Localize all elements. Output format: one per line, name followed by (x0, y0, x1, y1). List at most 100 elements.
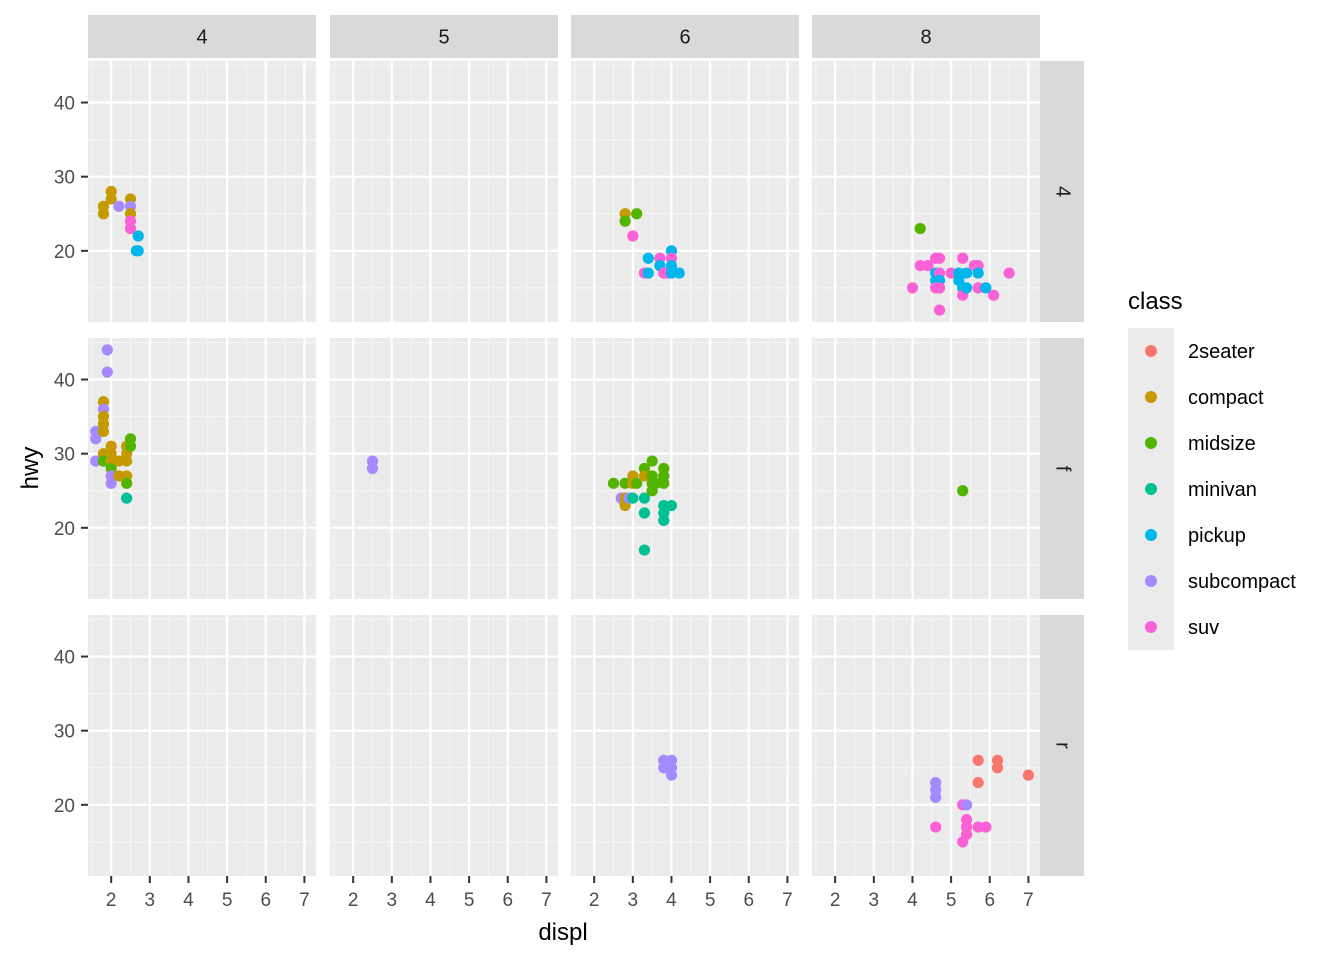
x-tick-label: 5 (946, 890, 957, 911)
data-point (113, 200, 125, 212)
data-point (121, 477, 133, 489)
points-4-6 (619, 208, 685, 279)
legend-key (1145, 529, 1157, 541)
data-point (101, 344, 113, 356)
data-point (665, 499, 678, 512)
panel-background (330, 615, 558, 876)
data-point (933, 304, 946, 316)
legend-key (1145, 621, 1157, 633)
strip-background (1040, 615, 1084, 876)
x-tick-label: 6 (743, 890, 754, 911)
data-point (646, 455, 658, 467)
panels (88, 61, 1040, 876)
data-point (960, 799, 973, 811)
data-point (101, 366, 113, 378)
legend-key (1145, 575, 1157, 587)
data-point (972, 267, 984, 279)
data-point (991, 762, 1004, 774)
data-point (619, 477, 631, 489)
data-point (972, 821, 984, 833)
data-point (957, 836, 969, 848)
x-tick-label: 7 (299, 890, 310, 911)
data-point (930, 282, 942, 294)
data-point (972, 776, 984, 789)
y-tick-label: 30 (54, 445, 75, 466)
y-tick-label: 40 (54, 648, 75, 669)
data-point (97, 208, 110, 220)
data-point (631, 477, 643, 489)
data-point (642, 267, 654, 279)
points-f-6 (607, 455, 678, 556)
data-point (980, 821, 992, 833)
data-point (124, 440, 137, 452)
row-strip: f (1040, 338, 1084, 599)
data-point (631, 208, 643, 220)
panel-r-6 (571, 615, 799, 876)
data-point (922, 260, 934, 272)
row-strips: 4 f r (1040, 61, 1084, 876)
data-point (97, 425, 110, 438)
data-point (132, 230, 144, 242)
y-tick-label: 30 (54, 722, 75, 743)
column-strip: 4 (88, 15, 316, 58)
y-axis-title: hwy (17, 447, 44, 490)
panel-f-4 (88, 338, 316, 599)
legend-item-midsize: midsize (1145, 433, 1256, 455)
y-tick-label: 40 (54, 371, 75, 392)
data-point (627, 230, 639, 242)
data-point (658, 477, 670, 489)
column-strip-label: 4 (196, 27, 207, 49)
panel-4-4 (88, 61, 316, 322)
data-point (930, 821, 942, 833)
x-tick-label: 5 (705, 890, 716, 911)
data-point (113, 470, 125, 482)
legend-item-compact: compact (1145, 387, 1264, 409)
x-tick-label: 2 (830, 890, 841, 911)
points-f-5 (366, 455, 379, 475)
column-strip-label: 5 (438, 27, 449, 49)
data-point (914, 260, 926, 272)
column-strip: 6 (571, 15, 799, 58)
panel-background (812, 615, 1040, 876)
data-point (113, 455, 125, 467)
data-point (665, 267, 678, 279)
strip-background (812, 15, 1040, 58)
legend: class 2seater compact midsize minivan pickup… (1128, 288, 1296, 650)
y-tick-label: 20 (54, 242, 75, 263)
x-tick-label: 6 (502, 890, 513, 911)
data-point (105, 477, 117, 489)
data-point (658, 754, 670, 766)
x-tick-label: 7 (541, 890, 552, 911)
legend-label: midsize (1188, 433, 1256, 455)
data-point (957, 485, 969, 497)
x-tick-label: 2 (106, 890, 117, 911)
data-point (90, 455, 102, 467)
legend-label: minivan (1188, 479, 1257, 501)
data-point (366, 462, 379, 475)
panel-f-8 (812, 338, 1040, 599)
data-point (90, 433, 102, 445)
legend-label: compact (1188, 387, 1264, 409)
data-point (638, 544, 651, 556)
x-tick-label: 2 (589, 890, 600, 911)
x-tick-label: 4 (425, 890, 436, 911)
panel-4-6 (571, 61, 799, 322)
legend-label: subcompact (1188, 571, 1296, 593)
y-axis: 20 30 40 20 30 40 20 30 40 (54, 94, 88, 817)
data-point (121, 492, 133, 504)
data-point (121, 455, 133, 467)
data-point (658, 514, 670, 527)
x-tick-label: 3 (387, 890, 398, 911)
x-tick-label: 5 (464, 890, 475, 911)
data-point (619, 215, 631, 227)
x-tick-label: 4 (907, 890, 918, 911)
legend-item-minivan: minivan (1145, 479, 1257, 501)
x-tick-label: 4 (666, 890, 677, 911)
data-point (638, 492, 651, 504)
data-point (627, 492, 639, 504)
legend-label: suv (1188, 617, 1219, 639)
legend-label: 2seater (1188, 341, 1255, 363)
data-point (933, 252, 946, 264)
column-strip: 8 (812, 15, 1040, 58)
panel-f-5 (330, 338, 558, 599)
